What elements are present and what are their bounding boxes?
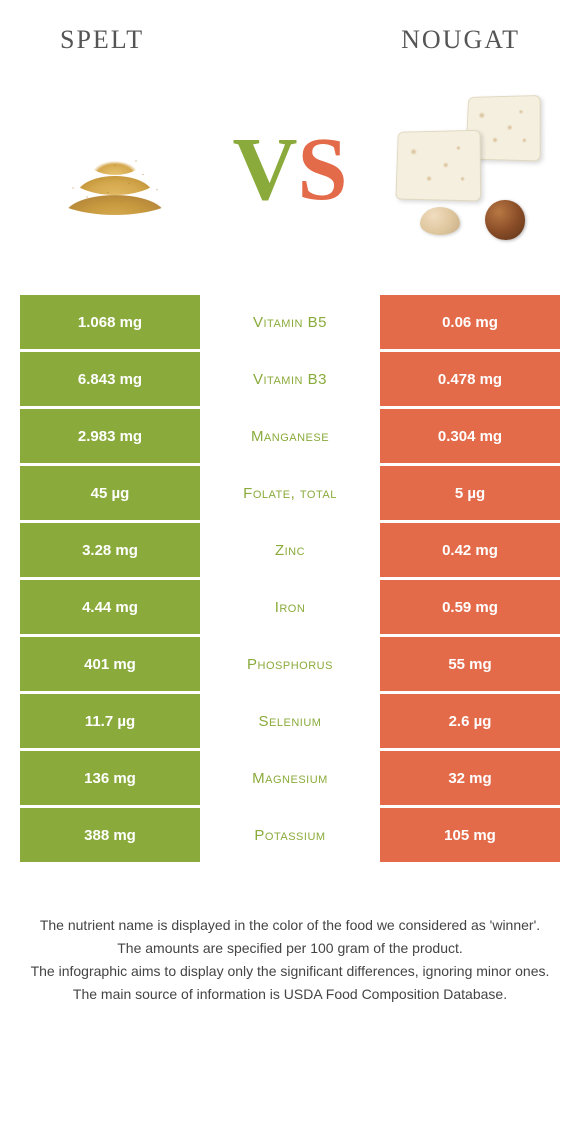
table-row: 2.983 mgManganese0.304 mg (20, 409, 560, 463)
left-value: 136 mg (20, 751, 200, 805)
left-value: 6.843 mg (20, 352, 200, 406)
table-row: 3.28 mgZinc0.42 mg (20, 523, 560, 577)
right-value: 105 mg (380, 808, 560, 862)
nutrient-label: Zinc (200, 523, 380, 577)
right-value: 0.06 mg (380, 295, 560, 349)
vs-s-letter: S (297, 125, 347, 215)
right-value: 0.42 mg (380, 523, 560, 577)
table-row: 6.843 mgVitamin B30.478 mg (20, 352, 560, 406)
left-value: 4.44 mg (20, 580, 200, 634)
right-value: 32 mg (380, 751, 560, 805)
table-row: 388 mgPotassium105 mg (20, 808, 560, 862)
table-row: 4.44 mgIron0.59 mg (20, 580, 560, 634)
left-food-title: Spelt (60, 25, 144, 55)
left-value: 3.28 mg (20, 523, 200, 577)
nougat-image (380, 85, 550, 255)
left-value: 2.983 mg (20, 409, 200, 463)
header: Spelt Nougat (0, 0, 580, 65)
left-value: 45 µg (20, 466, 200, 520)
right-value: 0.304 mg (380, 409, 560, 463)
right-value: 55 mg (380, 637, 560, 691)
right-value: 2.6 µg (380, 694, 560, 748)
hero-section: VS (0, 65, 580, 295)
table-row: 1.068 mgVitamin B50.06 mg (20, 295, 560, 349)
table-row: 45 µgFolate, total5 µg (20, 466, 560, 520)
vs-label: VS (232, 125, 347, 215)
right-value: 5 µg (380, 466, 560, 520)
nutrient-label: Phosphorus (200, 637, 380, 691)
footer-notes: The nutrient name is displayed in the co… (0, 865, 580, 1027)
footer-line: The infographic aims to display only the… (30, 961, 550, 982)
comparison-table: 1.068 mgVitamin B50.06 mg6.843 mgVitamin… (0, 295, 580, 862)
vs-v-letter: V (232, 125, 297, 215)
left-value: 1.068 mg (20, 295, 200, 349)
nutrient-label: Vitamin B5 (200, 295, 380, 349)
table-row: 136 mgMagnesium32 mg (20, 751, 560, 805)
nutrient-label: Manganese (200, 409, 380, 463)
left-value: 401 mg (20, 637, 200, 691)
left-value: 388 mg (20, 808, 200, 862)
nutrient-label: Vitamin B3 (200, 352, 380, 406)
nutrient-label: Magnesium (200, 751, 380, 805)
nutrient-label: Selenium (200, 694, 380, 748)
spelt-image (30, 85, 200, 255)
footer-line: The nutrient name is displayed in the co… (30, 915, 550, 936)
left-value: 11.7 µg (20, 694, 200, 748)
footer-line: The main source of information is USDA F… (30, 984, 550, 1005)
nutrient-label: Folate, total (200, 466, 380, 520)
table-row: 11.7 µgSelenium2.6 µg (20, 694, 560, 748)
footer-line: The amounts are specified per 100 gram o… (30, 938, 550, 959)
nutrient-label: Potassium (200, 808, 380, 862)
right-food-title: Nougat (401, 25, 520, 55)
right-value: 0.478 mg (380, 352, 560, 406)
nutrient-label: Iron (200, 580, 380, 634)
table-row: 401 mgPhosphorus55 mg (20, 637, 560, 691)
right-value: 0.59 mg (380, 580, 560, 634)
